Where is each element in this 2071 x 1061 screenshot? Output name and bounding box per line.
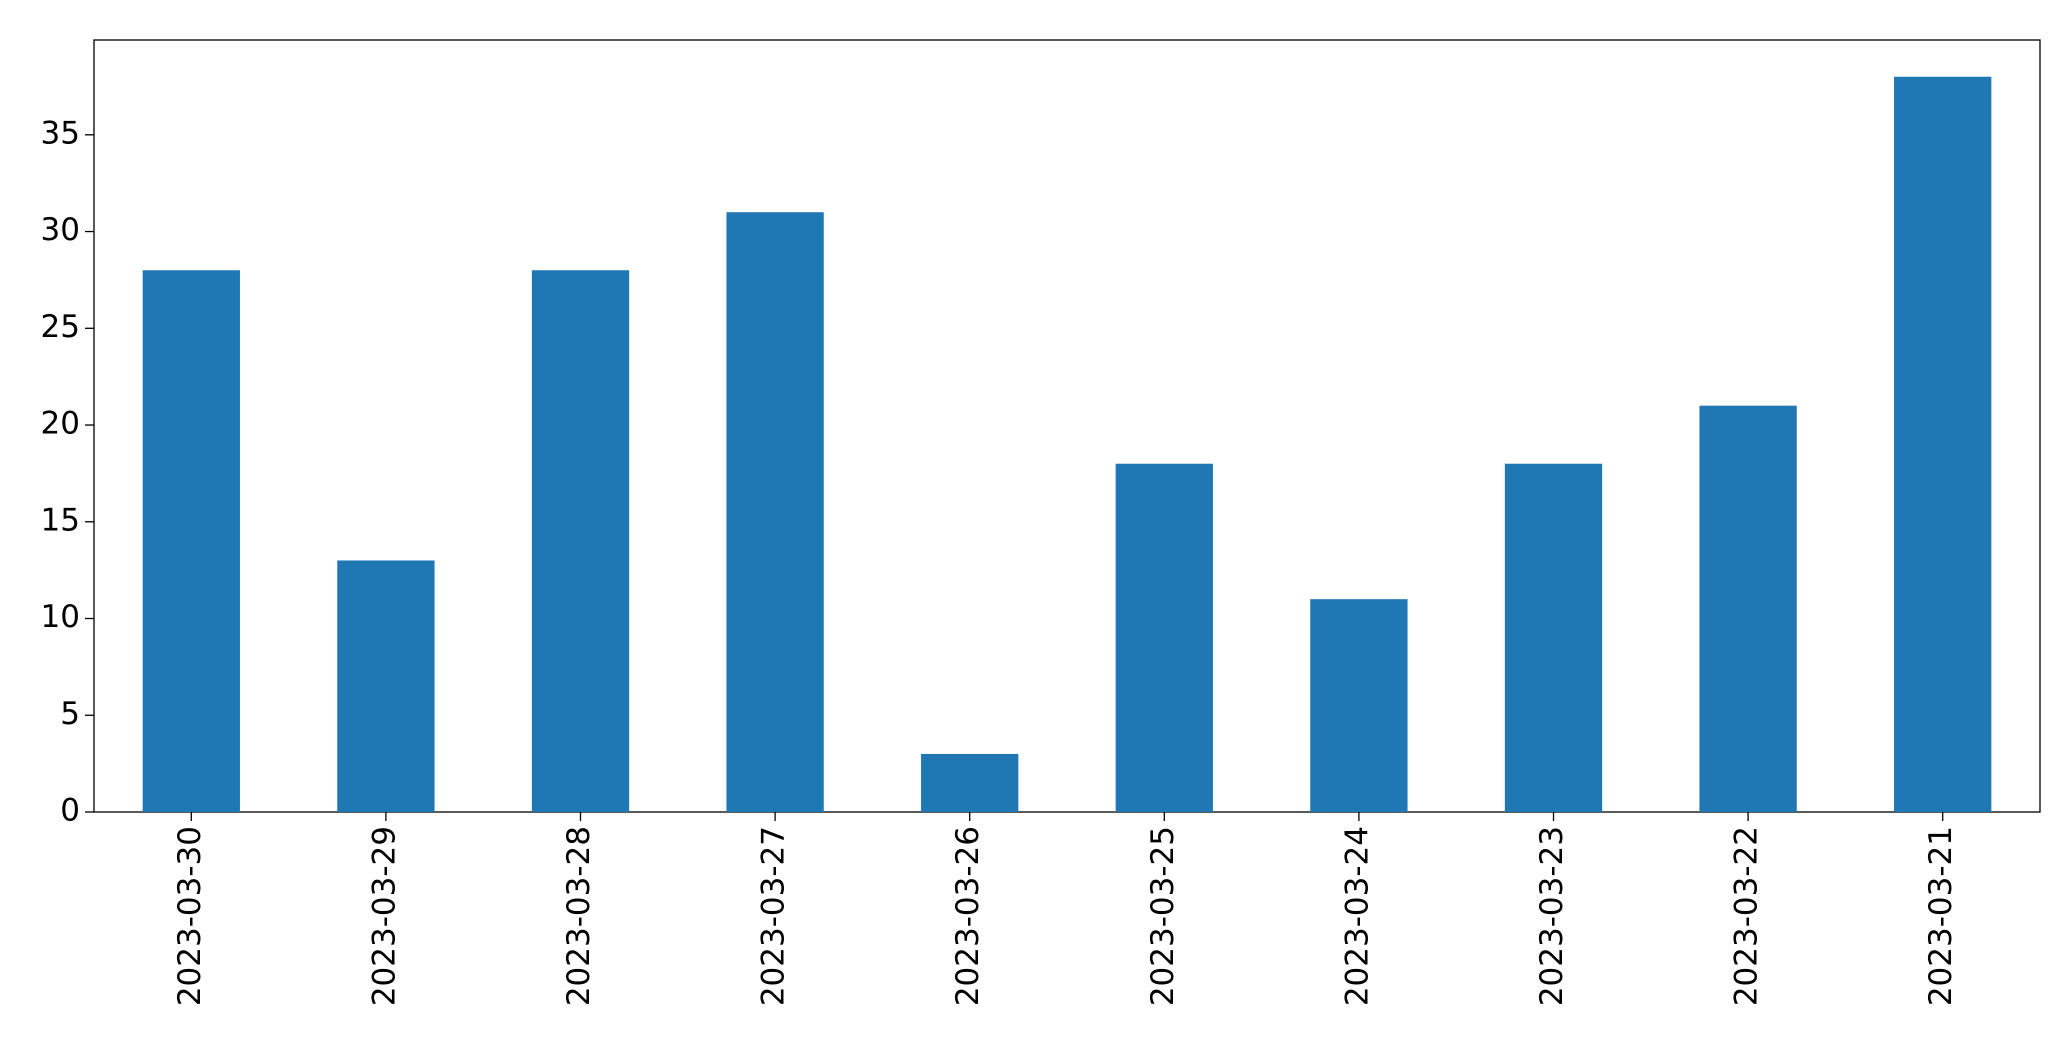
bar: [921, 753, 1019, 812]
x-tick-label: 2023-03-21: [1923, 826, 1959, 1006]
x-tick-label: 2023-03-29: [366, 826, 402, 1006]
x-tick-label: 2023-03-28: [561, 826, 597, 1006]
y-tick-label: 30: [41, 212, 80, 248]
y-tick-label: 25: [41, 309, 80, 345]
y-tick-label: 10: [41, 599, 80, 635]
bar: [726, 212, 824, 812]
plot-frame: [93, 39, 2041, 813]
x-tick-label: 2023-03-26: [950, 826, 986, 1006]
y-tick-label: 35: [41, 115, 80, 151]
bar: [531, 270, 630, 812]
y-tick-label: 5: [60, 696, 80, 732]
x-tick-label: 2023-03-22: [1729, 826, 1765, 1006]
x-tick-label: 2023-03-25: [1145, 826, 1181, 1006]
x-tick-label: 2023-03-27: [756, 826, 792, 1006]
bar: [1115, 463, 1213, 812]
y-tick-label: 20: [41, 406, 80, 442]
bar: [337, 560, 435, 812]
bar: [1310, 599, 1408, 812]
y-tick-label: 0: [60, 793, 80, 829]
bar: [1894, 76, 1992, 812]
bar: [142, 270, 240, 812]
bar: [1504, 463, 1603, 812]
x-tick-label: 2023-03-24: [1339, 826, 1375, 1006]
x-tick-label: 2023-03-30: [172, 826, 208, 1006]
x-tick-label: 2023-03-23: [1534, 826, 1570, 1006]
bar: [1699, 405, 1797, 812]
y-tick-label: 15: [41, 502, 80, 538]
